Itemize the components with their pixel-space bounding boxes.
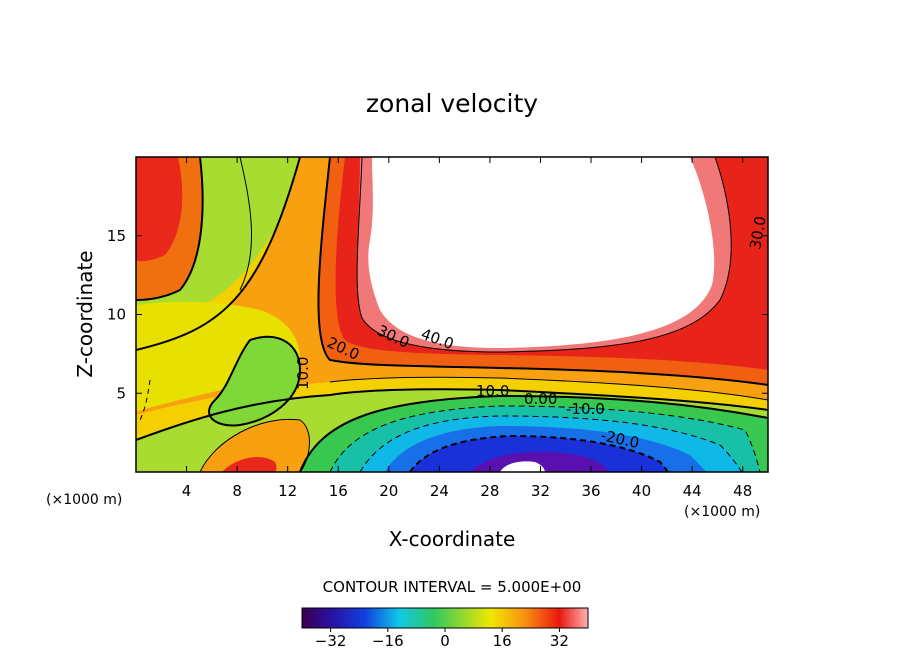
contour-line-neg10 <box>359 415 743 472</box>
min-core-saturated <box>500 461 545 472</box>
x-tick-label: 48 <box>733 482 752 500</box>
x-tick-label: 44 <box>683 482 702 500</box>
contour-interval-text: CONTOUR INTERVAL = 5.000E+00 <box>323 578 582 596</box>
colorbar-tick-label: 0 <box>440 632 450 650</box>
x-tick-label: 16 <box>329 482 348 500</box>
contour-line-green <box>208 335 302 427</box>
contour-line-0 <box>299 394 768 472</box>
x-tick-label: 32 <box>531 482 550 500</box>
x-tick-label: 20 <box>379 482 398 500</box>
contour-line-20b <box>329 376 768 401</box>
y-tick-label: 10 <box>107 306 126 324</box>
colorbar-ticks: −32 −16 0 16 32 <box>315 628 569 650</box>
contour-line-left-15 <box>239 157 253 291</box>
contour-line-40 <box>356 157 732 353</box>
contour-label: -10.0 <box>566 400 605 418</box>
contour-line-bottom-left <box>199 418 310 472</box>
y-axis-title: Z-coordinate <box>73 250 97 377</box>
x-axis: 4 8 12 16 20 24 28 32 36 40 44 48 <box>182 157 752 500</box>
contour-line-neg5 <box>329 405 761 472</box>
x-tick-label: 28 <box>480 482 499 500</box>
contour-lines <box>136 157 768 472</box>
colorbar-tick-label: 32 <box>550 632 569 650</box>
colorbar <box>301 607 589 629</box>
x-unit-label-left: (×1000 m) <box>46 492 122 508</box>
bottom-left-warm <box>200 419 310 472</box>
left-warm-core <box>136 157 183 262</box>
x-tick-label: 24 <box>430 482 449 500</box>
contour-line-20 <box>136 157 301 351</box>
contour-label: 10.0 <box>476 382 509 400</box>
contour-line-30 <box>317 157 768 386</box>
colorbar-tick-label: −32 <box>315 632 347 650</box>
left-green-patch <box>209 336 300 426</box>
y-tick-label: 5 <box>116 384 126 402</box>
contour-label: 30.0 <box>746 215 770 251</box>
contour-label: 10.0 <box>294 357 312 390</box>
contour-line-left-25 <box>136 157 204 301</box>
contour-line-neg20 <box>409 434 669 472</box>
bottom-left-red <box>222 457 277 472</box>
x-axis-title: X-coordinate <box>389 527 516 551</box>
y-axis: 5 10 15 <box>107 227 768 402</box>
contour-label: 0.00 <box>524 390 557 408</box>
colorbar-tick-label: −16 <box>372 632 404 650</box>
x-tick-label: 36 <box>581 482 600 500</box>
x-tick-label: 40 <box>632 482 651 500</box>
x-tick-label: 8 <box>232 482 242 500</box>
y-tick-label: 15 <box>107 227 126 245</box>
contour-field <box>136 157 768 472</box>
jet-core-saturated <box>368 157 715 348</box>
x-tick-label: 12 <box>278 482 297 500</box>
x-tick-label: 4 <box>182 482 192 500</box>
contour-line-10 <box>136 388 768 441</box>
contour-line-left-neg <box>139 379 151 421</box>
x-unit-label-right: (×1000 m) <box>684 504 760 520</box>
chart-title: zonal velocity <box>366 89 538 118</box>
colorbar-tick-label: 16 <box>493 632 512 650</box>
left-yellow-band <box>136 301 300 412</box>
